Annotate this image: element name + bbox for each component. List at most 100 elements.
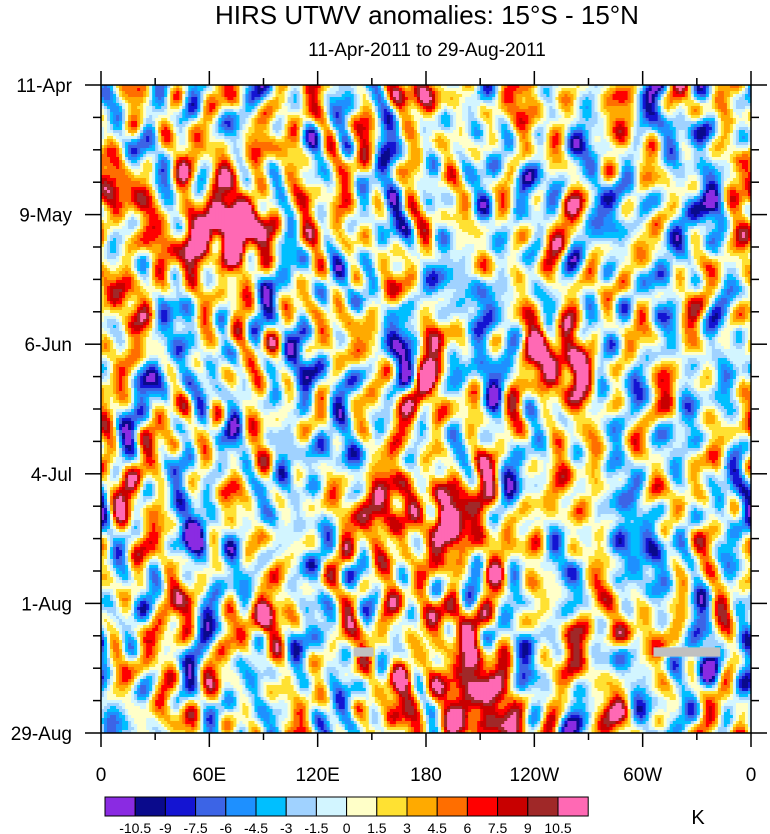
field-cell [697, 94, 701, 98]
field-cell [321, 91, 325, 95]
field-cell [182, 88, 186, 92]
field-cell [649, 91, 653, 95]
field-cell [369, 88, 373, 92]
field-cell [149, 88, 153, 92]
field-cell [158, 88, 162, 92]
field-cell [576, 91, 580, 95]
field-cell [291, 88, 295, 92]
field-cell [182, 94, 186, 98]
field-cell [661, 94, 665, 98]
field-cell [221, 94, 225, 98]
field-cell [420, 88, 424, 92]
field-cell [140, 88, 144, 92]
field-cell [691, 91, 695, 95]
field-cell [724, 88, 728, 92]
field-cell [282, 91, 286, 95]
field-cell [128, 91, 132, 95]
field-cell [616, 88, 620, 92]
field-cell [592, 91, 596, 95]
field-cell [179, 91, 183, 95]
field-cell [306, 94, 310, 98]
field-cell [149, 94, 153, 98]
field-cell [345, 91, 349, 95]
field-cell [495, 88, 499, 92]
field-cell [324, 91, 328, 95]
field-cell [333, 88, 337, 92]
field-cell [131, 88, 135, 92]
field-cell [245, 94, 249, 98]
field-cell [486, 94, 490, 98]
field-cell [119, 91, 123, 95]
field-cell [604, 88, 608, 92]
field-cell [167, 91, 171, 95]
field-cell [549, 91, 553, 95]
field-cell [327, 94, 331, 98]
field-cell [146, 91, 150, 95]
field-cell [357, 94, 361, 98]
field-cell [375, 94, 379, 98]
field-cell [516, 94, 520, 98]
field-cell [700, 88, 704, 92]
field-cell [682, 88, 686, 92]
field-cell [212, 88, 216, 92]
field-cell [143, 88, 147, 92]
field-cell [245, 88, 249, 92]
field-cell [137, 94, 141, 98]
field-cell [116, 88, 120, 92]
field-cell [727, 91, 731, 95]
field-cell [498, 88, 502, 92]
field-cell [558, 88, 562, 92]
field-cell [294, 91, 298, 95]
field-cell [140, 94, 144, 98]
field-cell [257, 94, 261, 98]
field-cell [288, 88, 292, 92]
field-cell [610, 94, 614, 98]
field-cell [336, 94, 340, 98]
field-cell [576, 88, 580, 92]
field-cell [540, 88, 544, 92]
field-cell [625, 94, 629, 98]
field-cell [468, 94, 472, 98]
field-cell [676, 88, 680, 92]
field-cell [691, 88, 695, 92]
field-cell [113, 88, 117, 92]
field-cell [285, 88, 289, 92]
field-cell [164, 91, 168, 95]
field-cell [552, 88, 556, 92]
field-cell [251, 88, 255, 92]
field-cell [745, 88, 749, 92]
field-cell [682, 91, 686, 95]
anomaly-field [101, 85, 752, 734]
field-cell [486, 88, 490, 92]
field-cell [625, 88, 629, 92]
field-cell [164, 94, 168, 98]
field-cell [104, 94, 108, 98]
field-cell [519, 88, 523, 92]
field-cell [462, 88, 466, 92]
field-cell [260, 94, 264, 98]
field-cell [736, 88, 740, 92]
field-cell [513, 88, 517, 92]
field-cell [339, 94, 343, 98]
field-cell [309, 88, 313, 92]
field-cell [501, 88, 505, 92]
field-cell [724, 91, 728, 95]
field-cell [176, 91, 180, 95]
field-cell [432, 94, 436, 98]
field-cell [264, 91, 268, 95]
field-cell [167, 88, 171, 92]
field-cell [158, 91, 162, 95]
field-cell [558, 91, 562, 95]
field-cell [137, 88, 141, 92]
field-cell [381, 91, 385, 95]
field-cell [387, 91, 391, 95]
field-cell [230, 94, 234, 98]
field-cell [230, 88, 234, 92]
field-cell [185, 88, 189, 92]
field-cell [254, 88, 258, 92]
field-cell [423, 88, 427, 92]
field-cell [471, 88, 475, 92]
field-cell [279, 91, 283, 95]
field-cell [408, 88, 412, 92]
field-cell [507, 88, 511, 92]
